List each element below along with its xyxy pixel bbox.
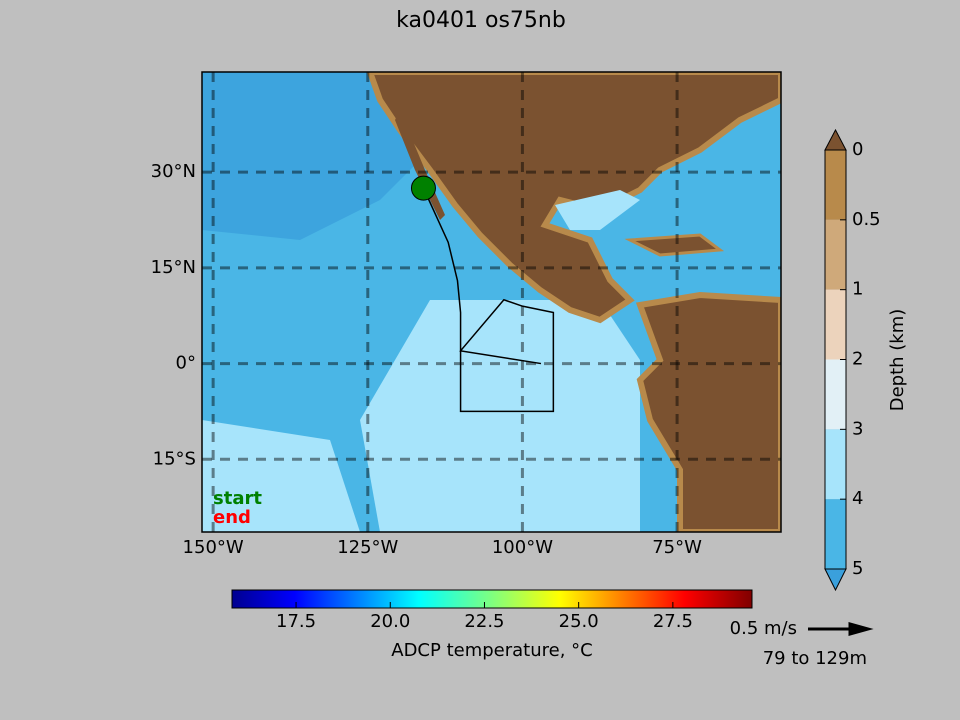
- title: ka0401 os75nb: [396, 8, 566, 33]
- colorbar-tick-label: 0: [852, 139, 863, 160]
- depth-level: [825, 150, 846, 220]
- y-tick-label: 30°N: [151, 161, 196, 182]
- colorbar-tick-label: 17.5: [276, 611, 316, 632]
- map-frame: [201, 71, 782, 533]
- depth-level: [825, 289, 846, 360]
- depth-level: [825, 499, 846, 569]
- start-label: start: [213, 488, 262, 509]
- end-label: end: [213, 507, 251, 528]
- north-america: [366, 72, 781, 324]
- y-tick-label: 0°: [176, 353, 196, 374]
- x-tick-label: 125°W: [337, 537, 398, 558]
- colorbar-tick-label: 2: [852, 349, 863, 370]
- deep-ocean: [202, 72, 420, 240]
- colorbar-tick-label: 4: [852, 488, 863, 509]
- x-tick-label: 75°W: [652, 537, 702, 558]
- colorbar-extend-top: [824, 128, 847, 151]
- x-tick-label: 100°W: [492, 537, 553, 558]
- colorbar-tick-label: 3: [852, 418, 863, 439]
- colorbar-tick-label: 27.5: [653, 611, 693, 632]
- depth-range: 79 to 129m: [763, 648, 867, 669]
- temperature-colorbar-label: ADCP temperature, °C: [391, 640, 592, 661]
- depth-colorbar-label: Depth (km): [887, 309, 908, 412]
- shallow-ocean: [202, 420, 360, 532]
- colorbar-tick-label: 1: [852, 279, 863, 300]
- map: [202, 72, 781, 532]
- colorbar-tick-label: 20.0: [370, 611, 410, 632]
- colorbar-tick-label: 5: [852, 558, 863, 579]
- colorbar-tick-label: 0.5: [852, 209, 881, 230]
- south-america: [635, 291, 781, 532]
- depth-level: [825, 219, 846, 290]
- track-layer: [410, 175, 555, 413]
- depth-level: [825, 429, 846, 500]
- colorbar-extend-bottom: [824, 568, 847, 592]
- cruise-track: [422, 187, 555, 413]
- temperature-colorbar: [231, 589, 753, 609]
- scale-arrow: [808, 622, 874, 636]
- y-tick-label: 15°N: [151, 257, 196, 278]
- y-tick-label: 15°S: [153, 448, 196, 469]
- depth-colorbar: 0 0.5 1 2 3 4 5: [824, 128, 881, 592]
- colorbar-tick-label: 22.5: [464, 611, 504, 632]
- x-tick-label: 150°W: [183, 537, 244, 558]
- start-marker: [410, 175, 436, 201]
- temperature-ticks: 17.5 20.0 22.5 25.0 27.5: [276, 602, 693, 632]
- shallow-ocean: [360, 300, 640, 532]
- caribbean-islands: [624, 233, 725, 257]
- colorbar-tick-label: 25.0: [559, 611, 599, 632]
- gulf-of-mexico: [555, 190, 640, 230]
- grid: [202, 72, 781, 532]
- scale-arrow-label: 0.5 m/s: [730, 618, 797, 639]
- depth-level: [825, 359, 846, 430]
